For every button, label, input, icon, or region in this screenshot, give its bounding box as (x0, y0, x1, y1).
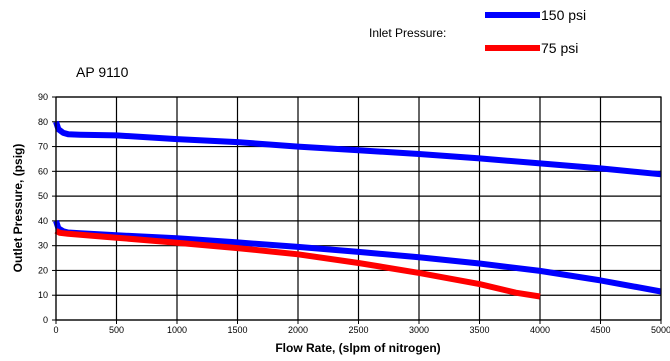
series-line-3 (54, 228, 541, 300)
y-tick-label: 40 (38, 216, 48, 226)
y-tick-label: 90 (38, 92, 48, 102)
x-tick-label: 2000 (288, 325, 308, 335)
x-tick-label: 3000 (409, 325, 429, 335)
y-tick-label: 10 (38, 290, 48, 300)
legend-label: 150 psi (541, 7, 586, 23)
y-tick-label: 60 (38, 166, 48, 176)
x-tick-label: 2500 (348, 325, 368, 335)
x-tick-label: 3500 (469, 325, 489, 335)
x-axis-title: Flow Rate, (slpm of nitrogen) (275, 341, 440, 355)
x-tick-label: 5000 (651, 325, 670, 335)
y-tick-label: 20 (38, 265, 48, 275)
y-tick-label: 80 (38, 117, 48, 127)
y-tick-label: 50 (38, 191, 48, 201)
x-tick-label: 4000 (530, 325, 550, 335)
series-layer (53, 120, 662, 300)
series-line-1 (53, 120, 662, 178)
x-tick-label: 4500 (590, 325, 610, 335)
legend-title: Inlet Pressure: (369, 26, 446, 40)
legend: 150 psi 75 psi (485, 7, 586, 56)
y-tick-label: 30 (38, 241, 48, 251)
x-tick-label: 0 (53, 325, 58, 335)
chart-subtitle: AP 9110 (76, 64, 129, 80)
y-tick-label: 0 (43, 315, 48, 325)
x-tick-label: 500 (109, 325, 124, 335)
x-axis: 0 500 1000 1500 2000 2500 3000 3500 4000 4500 5000 (53, 320, 670, 335)
y-axis: 0 10 20 30 40 50 60 70 80 90 (38, 92, 56, 325)
y-axis-title: Outlet Pressure, (psig) (11, 144, 25, 273)
x-tick-label: 1000 (167, 325, 187, 335)
legend-label: 75 psi (541, 40, 578, 56)
y-tick-label: 70 (38, 142, 48, 152)
x-tick-label: 1500 (227, 325, 247, 335)
